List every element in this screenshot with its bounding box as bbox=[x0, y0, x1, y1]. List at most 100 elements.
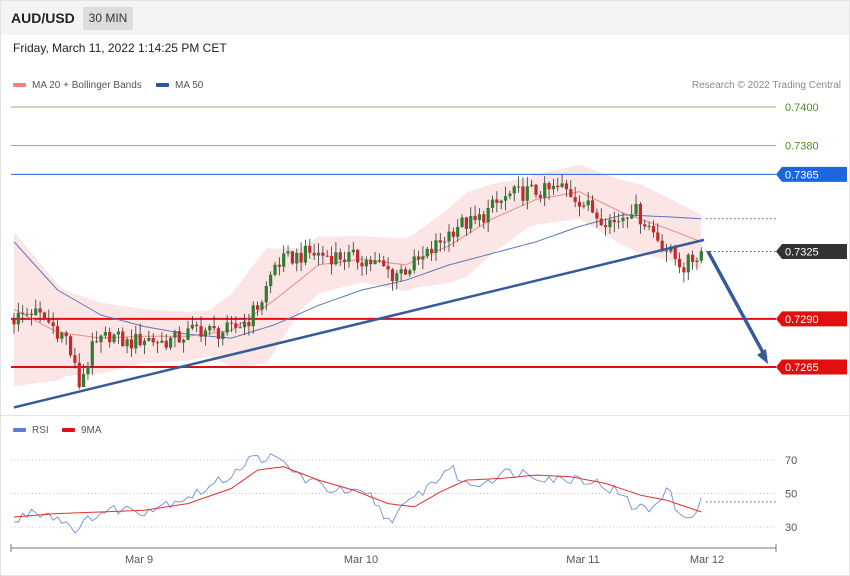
candle-body-119 bbox=[530, 184, 534, 187]
candle-body-22 bbox=[108, 332, 112, 343]
candle-body-149 bbox=[660, 240, 664, 251]
rsi-tick-label-0: 70 bbox=[785, 455, 797, 467]
candle-body-6 bbox=[38, 308, 42, 313]
candle-body-76 bbox=[343, 259, 347, 262]
candle-body-115 bbox=[512, 186, 516, 194]
candle-body-135 bbox=[599, 218, 603, 226]
candle-body-123 bbox=[547, 183, 551, 190]
candle-body-118 bbox=[525, 186, 529, 201]
candle-body-58 bbox=[264, 286, 268, 303]
candle-body-96 bbox=[430, 248, 434, 253]
candle-body-32 bbox=[151, 337, 155, 343]
level-label-2: 0.7365 bbox=[785, 169, 819, 181]
candle-body-112 bbox=[499, 200, 503, 203]
candle-body-45 bbox=[208, 326, 212, 331]
candle-body-130 bbox=[577, 201, 582, 207]
candle-body-111 bbox=[495, 199, 499, 203]
level-tag-2 bbox=[776, 166, 847, 182]
candle-body-81 bbox=[364, 260, 368, 267]
candle-body-2 bbox=[21, 312, 25, 314]
legend-ma20-label: MA 20 + Bollinger Bands bbox=[32, 80, 142, 91]
candle-body-137 bbox=[608, 219, 612, 228]
bollinger-band bbox=[14, 164, 702, 387]
candle-body-9 bbox=[51, 322, 55, 327]
candle-body-51 bbox=[234, 323, 238, 328]
candle-body-41 bbox=[190, 324, 194, 329]
level-label-5: 0.7265 bbox=[785, 362, 819, 374]
candle-body-80 bbox=[360, 262, 364, 267]
candle-body-53 bbox=[242, 321, 247, 328]
candle-body-133 bbox=[590, 200, 595, 213]
candle-body-147 bbox=[651, 225, 656, 233]
legend-rsi-swatch bbox=[13, 428, 26, 433]
header-bar bbox=[1, 1, 849, 35]
candle-body-148 bbox=[656, 232, 660, 241]
candle-body-116 bbox=[517, 186, 521, 188]
candle-body-14 bbox=[73, 355, 77, 363]
time-axis-label-1: Mar 10 bbox=[344, 554, 378, 566]
candle-body-155 bbox=[686, 254, 690, 273]
level-tag-3 bbox=[776, 243, 847, 259]
candle-body-95 bbox=[425, 248, 429, 257]
candle-body-131 bbox=[582, 205, 586, 207]
candle-body-75 bbox=[338, 252, 342, 260]
candle-body-114 bbox=[508, 193, 512, 197]
candle-body-71 bbox=[321, 252, 325, 256]
candle-body-40 bbox=[186, 328, 190, 340]
candle-body-73 bbox=[329, 255, 334, 265]
candle-body-78 bbox=[351, 249, 355, 253]
candle-body-12 bbox=[64, 332, 68, 337]
candle-body-64 bbox=[290, 251, 294, 264]
candle-body-120 bbox=[534, 184, 538, 195]
candle-body-27 bbox=[129, 339, 134, 349]
candle-body-10 bbox=[55, 326, 60, 339]
candle-body-129 bbox=[573, 197, 577, 202]
candle-body-152 bbox=[673, 246, 677, 259]
candle-body-100 bbox=[447, 231, 451, 242]
candle-body-62 bbox=[282, 253, 286, 267]
candle-body-126 bbox=[560, 183, 564, 188]
candle-body-20 bbox=[99, 335, 103, 343]
legend-ma20-swatch bbox=[13, 83, 26, 88]
candle-body-54 bbox=[247, 321, 251, 327]
candle-body-48 bbox=[221, 332, 225, 339]
candle-body-44 bbox=[203, 330, 207, 337]
timeframe-button[interactable]: 30 MIN bbox=[83, 7, 133, 30]
level-tag-5 bbox=[776, 359, 847, 375]
candle-body-90 bbox=[403, 269, 408, 275]
candle-body-106 bbox=[473, 215, 477, 220]
candle-body-35 bbox=[164, 340, 168, 348]
candle-body-72 bbox=[325, 255, 329, 257]
candle-body-103 bbox=[460, 217, 464, 227]
candle-body-7 bbox=[42, 312, 47, 320]
time-axis-label-0: Mar 9 bbox=[125, 554, 153, 566]
level-label-4: 0.7290 bbox=[785, 314, 819, 326]
candle-body-101 bbox=[451, 231, 455, 237]
candle-body-4 bbox=[29, 313, 33, 316]
candle-body-89 bbox=[399, 269, 403, 274]
candle-body-104 bbox=[464, 217, 468, 229]
projection-arrow-shaft bbox=[706, 250, 768, 359]
candle-body-61 bbox=[277, 264, 281, 267]
projection-arrow-head bbox=[757, 349, 768, 364]
candle-body-21 bbox=[103, 332, 107, 336]
candle-body-84 bbox=[377, 260, 381, 262]
candles-layer bbox=[12, 174, 703, 390]
candle-body-8 bbox=[47, 319, 51, 323]
level-label-3: 0.7325 bbox=[785, 246, 819, 258]
candle-body-30 bbox=[142, 340, 147, 346]
candle-body-33 bbox=[155, 342, 160, 344]
rsi-ma9-line bbox=[13, 466, 702, 518]
candle-body-117 bbox=[521, 186, 525, 201]
candle-body-26 bbox=[125, 339, 129, 347]
candle-body-108 bbox=[482, 214, 486, 223]
rsi-tick-label-2: 30 bbox=[785, 522, 797, 534]
candle-body-82 bbox=[369, 260, 373, 265]
candle-body-68 bbox=[308, 245, 312, 253]
rsi-tick-label-1: 50 bbox=[785, 489, 797, 501]
candle-body-88 bbox=[395, 273, 399, 281]
legend-ma50: MA 50 bbox=[156, 80, 203, 91]
candle-body-158 bbox=[699, 251, 703, 261]
panel-divider bbox=[1, 415, 849, 416]
